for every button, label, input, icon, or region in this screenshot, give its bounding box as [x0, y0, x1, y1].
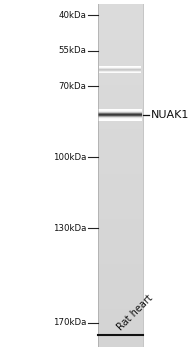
- Text: 100kDa: 100kDa: [53, 153, 86, 162]
- Text: 70kDa: 70kDa: [58, 82, 86, 91]
- Text: 55kDa: 55kDa: [58, 46, 86, 55]
- Text: 170kDa: 170kDa: [53, 318, 86, 327]
- Text: 130kDa: 130kDa: [53, 224, 86, 233]
- Text: 40kDa: 40kDa: [58, 11, 86, 20]
- Text: Rat heart: Rat heart: [115, 293, 155, 332]
- Text: NUAK1: NUAK1: [151, 110, 189, 120]
